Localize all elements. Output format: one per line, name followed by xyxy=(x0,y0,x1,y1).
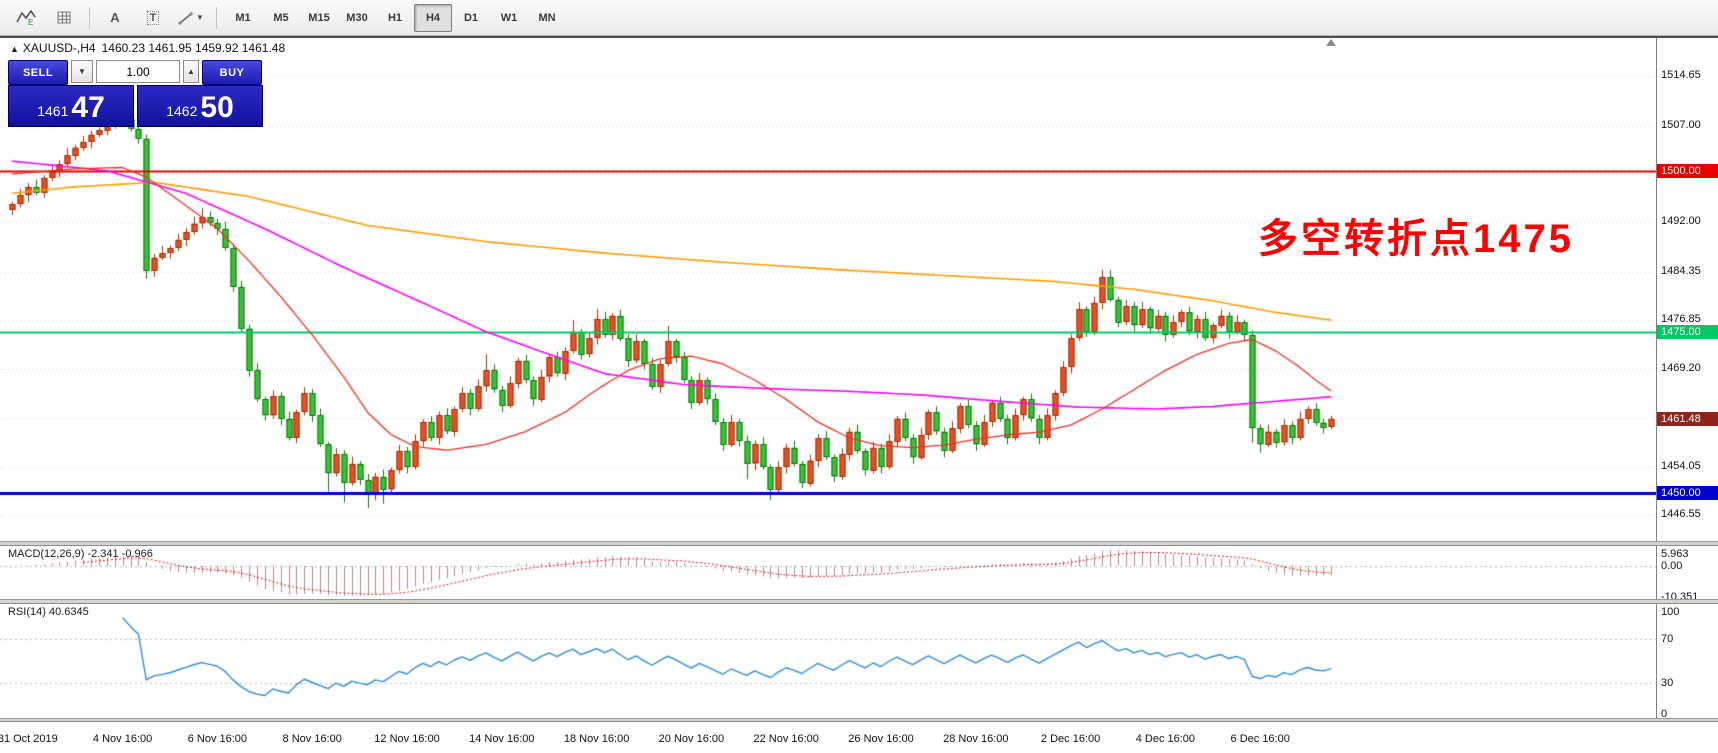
text-tool-icon: T xyxy=(146,10,160,25)
price-level-label: 1450.00 xyxy=(1657,485,1718,500)
rsi-indicator-canvas[interactable] xyxy=(0,604,1656,718)
time-axis-label: 12 Nov 16:00 xyxy=(374,733,440,745)
rsi-scale-label: 70 xyxy=(1661,633,1674,645)
price-scale-label: 1476.85 xyxy=(1661,312,1701,325)
chevron-down-icon: ▼ xyxy=(78,67,86,76)
price-scale-label: 1446.55 xyxy=(1661,507,1701,520)
volume-spin-up-button[interactable]: ▲ xyxy=(183,60,199,83)
price-level-label: 1475.00 xyxy=(1657,324,1718,339)
volume-dropdown-button[interactable]: ▼ xyxy=(71,60,93,83)
time-axis-label: 20 Nov 16:00 xyxy=(658,733,725,745)
buy-price-big: 50 xyxy=(200,91,234,124)
price-scale-label: 1507.00 xyxy=(1661,118,1701,131)
time-axis-label: 18 Nov 16:00 xyxy=(563,733,630,745)
time-axis-label: 8 Nov 16:00 xyxy=(282,733,342,745)
sell-button[interactable]: SELL xyxy=(8,60,68,85)
macd-header: MACD(12,26,9) -2.341 -0.966 xyxy=(8,548,153,560)
time-axis-label: 4 Dec 16:00 xyxy=(1135,733,1196,745)
text-label-button[interactable]: T xyxy=(135,4,171,32)
timeframe-m15[interactable]: M15 xyxy=(308,11,330,24)
time-axis: 31 Oct 2019 4 Nov 16:00 6 Nov 16:00 8 Nov 1… xyxy=(0,722,1718,753)
buy-quote-button[interactable]: 1462 50 xyxy=(137,85,263,127)
draw-tools-button[interactable]: ▼ xyxy=(173,4,209,32)
rsi-scale-label: 0 xyxy=(1661,708,1668,720)
price-scale-label: 1484.35 xyxy=(1661,264,1701,277)
buy-button[interactable]: BUY xyxy=(202,60,262,85)
macd-scale-label: 0.00 xyxy=(1661,559,1683,572)
time-axis-label: 2 Dec 16:00 xyxy=(1040,733,1101,745)
price-level-label: 1461.48 xyxy=(1657,411,1718,426)
letter-a-icon: A xyxy=(110,10,120,25)
rsi-scale-label: 100 xyxy=(1661,606,1680,618)
macd-indicator-canvas[interactable] xyxy=(0,546,1656,599)
timeframe-m30[interactable]: M30 xyxy=(346,11,368,24)
time-axis-label: 4 Nov 16:00 xyxy=(92,733,153,745)
time-axis-label: 31 Oct 2019 xyxy=(0,733,58,745)
toolbar-separator xyxy=(216,6,217,29)
indicators-button[interactable]: E xyxy=(8,4,44,32)
sell-price-prefix: 1461 xyxy=(37,103,69,119)
svg-text:E: E xyxy=(28,18,33,26)
one-click-trading-panel: SELL ▼ ▲ BUY 1461 47 1462 50 xyxy=(8,60,266,127)
grid-icon xyxy=(57,11,70,23)
price-scale-label: 1469.20 xyxy=(1661,362,1701,375)
trendline-icon xyxy=(178,11,193,25)
chevron-up-icon: ▲ xyxy=(187,67,195,76)
time-axis-label: 6 Dec 16:00 xyxy=(1230,733,1290,745)
timeframe-w1[interactable]: W1 xyxy=(500,11,518,24)
time-axis-label: 26 Nov 16:00 xyxy=(848,733,914,745)
toolbar: E A T ▼ M1 M5 M15 M30 H1 H4 D1 W1 MN xyxy=(0,0,1718,36)
chart-annotation: 多空转折点1475 xyxy=(1258,217,1574,261)
price-scale-label: 1492.00 xyxy=(1661,215,1701,228)
chart-ohlc-header: ▲ XAUUSD-,H4 1460.23 1461.95 1459.92 1461.… xyxy=(10,41,291,55)
rsi-header: RSI(14) 40.6345 xyxy=(8,606,89,618)
price-chart-canvas[interactable] xyxy=(0,36,1656,541)
chart-shift-marker-icon xyxy=(1326,39,1336,46)
grid-button[interactable] xyxy=(46,4,82,32)
chart-window: ▲ XAUUSD-,H4 1460.23 1461.95 1459.92 1461.… xyxy=(0,36,1718,753)
timeframe-h1[interactable]: H1 xyxy=(387,11,403,24)
sell-quote-button[interactable]: 1461 47 xyxy=(8,85,134,127)
panel-splitter[interactable] xyxy=(0,718,1718,722)
volume-input[interactable] xyxy=(96,60,180,83)
timeframe-d1[interactable]: D1 xyxy=(463,11,479,24)
time-axis-label: 6 Nov 16:00 xyxy=(187,733,248,745)
timeframe-mn[interactable]: MN xyxy=(538,11,556,24)
buy-price-prefix: 1462 xyxy=(166,103,198,119)
time-axis-label: 22 Nov 16:00 xyxy=(753,733,819,745)
panel-splitter[interactable] xyxy=(0,599,1718,604)
macd-scale-label: 5.963 xyxy=(1661,548,1689,560)
toolbar-separator xyxy=(89,6,90,29)
cursor-text-button[interactable]: A xyxy=(97,4,133,32)
rsi-scale-label: 30 xyxy=(1661,677,1674,689)
time-axis-label: 28 Nov 16:00 xyxy=(943,733,1009,745)
timeframe-m5[interactable]: M5 xyxy=(273,11,289,24)
indicators-icon: E xyxy=(16,9,36,26)
chevron-down-icon: ▼ xyxy=(196,13,204,22)
symbol-period-label: XAUUSD-,H4 xyxy=(22,41,96,55)
timeframe-h4[interactable]: H4 xyxy=(414,3,452,32)
price-level-label: 1500.00 xyxy=(1657,163,1718,178)
timeframe-button-group: M1 M5 M15 M30 H1 H4 D1 W1 MN xyxy=(224,3,566,32)
ohlc-values: 1460.23 1461.95 1459.92 1461.48 xyxy=(101,41,286,55)
price-scale: 1514.65 1507.00 1492.00 1484.35 1476.85 1469.… xyxy=(1656,36,1718,722)
price-scale-label: 1454.05 xyxy=(1661,459,1701,472)
panel-splitter[interactable] xyxy=(0,541,1718,546)
chart-window-border xyxy=(0,36,1718,38)
sell-price-big: 47 xyxy=(71,91,105,124)
time-axis-label: 14 Nov 16:00 xyxy=(469,733,535,745)
collapse-arrow-icon[interactable]: ▲ xyxy=(10,44,19,54)
timeframe-m1[interactable]: M1 xyxy=(235,11,251,24)
price-scale-label: 1514.65 xyxy=(1661,69,1701,82)
